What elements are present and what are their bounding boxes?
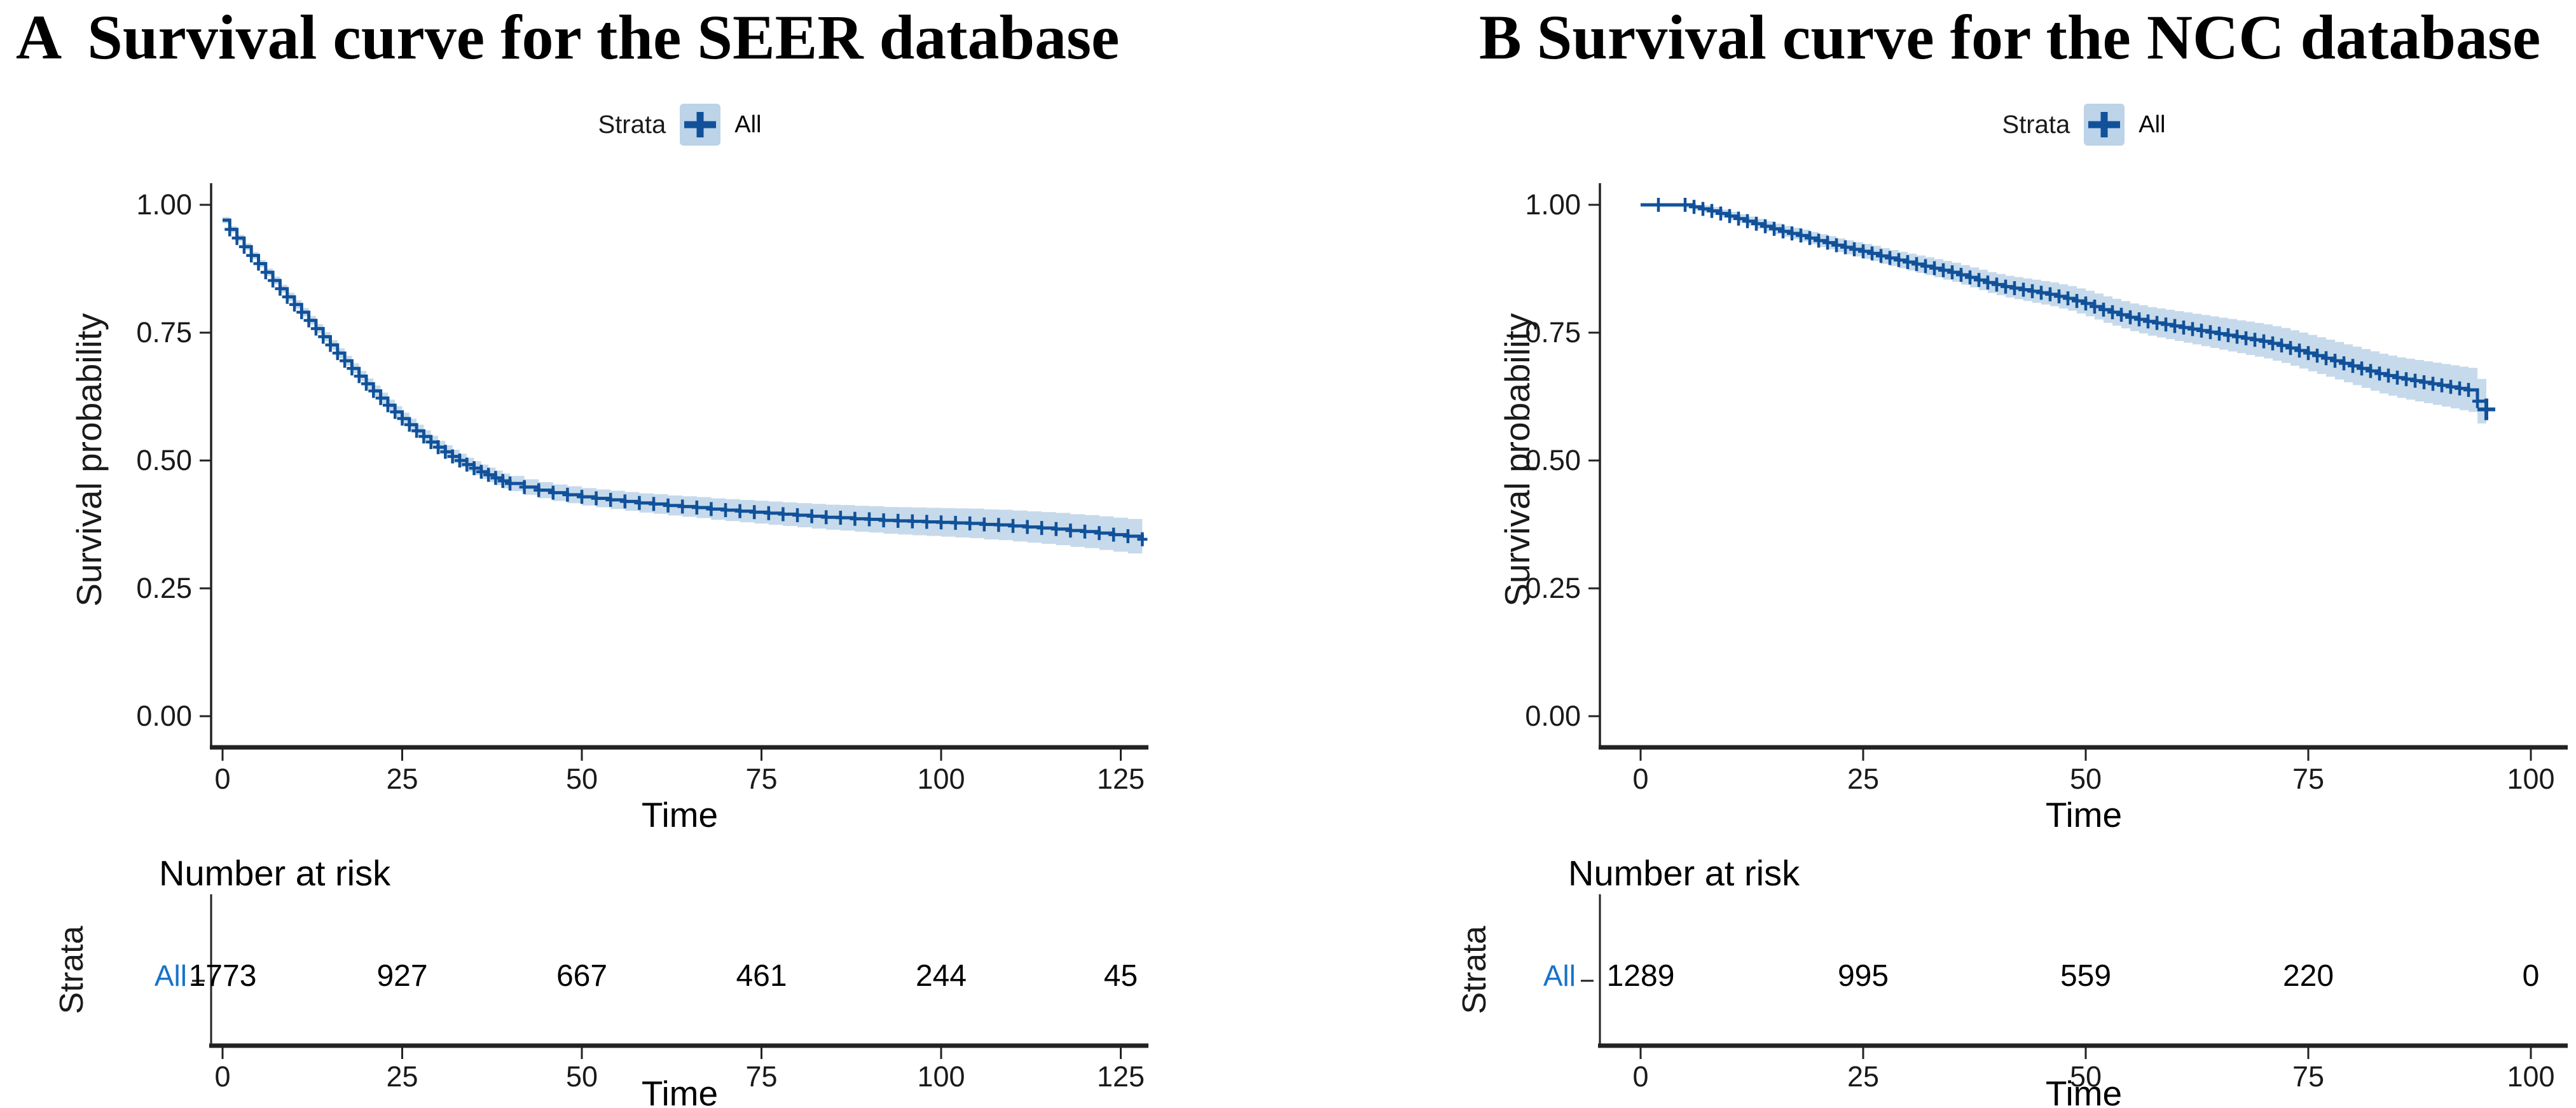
risk-x-axis-title: Time (642, 1074, 718, 1108)
risk-count: 220 (2283, 959, 2334, 993)
risk-count: 995 (1838, 959, 1889, 993)
y-tick-label: 0.75 (136, 316, 192, 349)
risk-count: 461 (736, 959, 787, 993)
risk-strata-axis-label: Strata (53, 926, 90, 1015)
risk-count: 244 (916, 959, 967, 993)
risk-x-tick-label: 100 (2507, 1060, 2554, 1093)
y-tick-label: 0.25 (136, 572, 192, 604)
x-tick-label: 100 (2507, 763, 2554, 795)
risk-strata-axis-label: Strata (1456, 926, 1493, 1015)
y-tick-label: 0.75 (1525, 316, 1581, 349)
legend-title: Strata (2002, 110, 2070, 139)
x-tick-label: 125 (1097, 763, 1145, 795)
confidence-band (223, 217, 1143, 557)
risk-count: 1773 (189, 959, 257, 993)
risk-row-label-all: All (1543, 959, 1576, 992)
x-tick-label: 25 (386, 763, 418, 795)
confidence-band (1641, 205, 2486, 450)
y-tick-label: 1.00 (1525, 188, 1581, 221)
risk-x-tick-label: 25 (386, 1060, 418, 1093)
y-tick-label: 0.00 (1525, 700, 1581, 732)
risk-x-tick-label: 125 (1097, 1060, 1145, 1093)
panel-title: B Survival curve for the NCC database (1479, 4, 2540, 71)
risk-x-tick-label: 0 (1632, 1060, 1648, 1093)
x-tick-label: 0 (214, 763, 230, 795)
x-axis-title: Time (642, 795, 718, 834)
risk-x-tick-label: 0 (214, 1060, 230, 1093)
legend-all-swatch (2084, 104, 2125, 146)
y-tick-label: 0.25 (1525, 572, 1581, 604)
x-tick-label: 75 (745, 763, 777, 795)
risk-x-tick-label: 100 (917, 1060, 965, 1093)
x-tick-label: 100 (917, 763, 965, 795)
legend: Strata All (211, 95, 1148, 154)
risk-count: 1289 (1607, 959, 1675, 993)
plus-marker-icon (2088, 112, 2121, 137)
risk-x-tick-label: 50 (566, 1060, 598, 1093)
y-tick-label: 1.00 (136, 188, 192, 221)
panel-title: A Survival curve for the SEER database (16, 4, 1119, 71)
survival-plot: 1.00 0.75 0.50 0.25 0.00 0 25 50 75 100 125 Time (136, 183, 1148, 834)
x-axis-title: Time (2046, 795, 2122, 834)
panel-title-text: Survival curve for the SEER database (87, 2, 1120, 73)
panel-seer: A Survival curve for the SEER database St… (16, 4, 1148, 1108)
risk-table: Strata All 1289 0 995 25 559 50 220 75 0 100 Time (1456, 894, 2568, 1108)
legend: Strata All (1600, 95, 2568, 154)
risk-x-tick-label: 75 (745, 1060, 777, 1093)
y-tick-label: 0.50 (1525, 444, 1581, 476)
censor-marks (1653, 198, 2495, 420)
x-tick-label: 0 (1632, 763, 1648, 795)
panel-ncc: B Survival curve for the NCC database Str… (1288, 0, 2576, 1108)
x-tick-label: 50 (2070, 763, 2102, 795)
risk-x-tick-label: 25 (1847, 1060, 1879, 1093)
risk-table-header: Number at risk (159, 853, 391, 893)
x-tick-label: 75 (2292, 763, 2324, 795)
risk-x-tick-label: 75 (2292, 1060, 2324, 1093)
risk-count: 45 (1104, 959, 1138, 993)
risk-count: 927 (376, 959, 427, 993)
legend-item-all: All (2139, 111, 2166, 138)
x-tick-label: 50 (566, 763, 598, 795)
survival-plot: 1.00 0.75 0.50 0.25 0.00 0 25 50 75 100 Time (1525, 183, 2568, 834)
panel-letter: B (1479, 2, 1522, 73)
legend-item-all: All (734, 111, 762, 138)
risk-count: 0 (2523, 959, 2540, 993)
x-tick-label: 25 (1847, 763, 1879, 795)
risk-row-label-all: All (155, 959, 187, 992)
risk-count: 559 (2060, 959, 2111, 993)
panel-title-text: Survival curve for the NCC database (1536, 2, 2541, 73)
risk-x-axis-title: Time (2046, 1074, 2122, 1108)
risk-table-header: Number at risk (1568, 853, 1800, 893)
y-tick-label: 0.50 (136, 444, 192, 476)
legend-title: Strata (598, 110, 666, 139)
plus-marker-icon (684, 112, 717, 137)
risk-count: 667 (556, 959, 607, 993)
y-tick-label: 0.00 (136, 700, 192, 732)
panel-letter: A (16, 2, 62, 73)
legend-all-swatch (680, 104, 721, 146)
risk-x-tick-label: 50 (2070, 1060, 2102, 1093)
censor-marks (224, 222, 1148, 546)
risk-table: Strata All 1773 0 927 25 667 50 461 75 244 100 45 125… (53, 894, 1148, 1108)
